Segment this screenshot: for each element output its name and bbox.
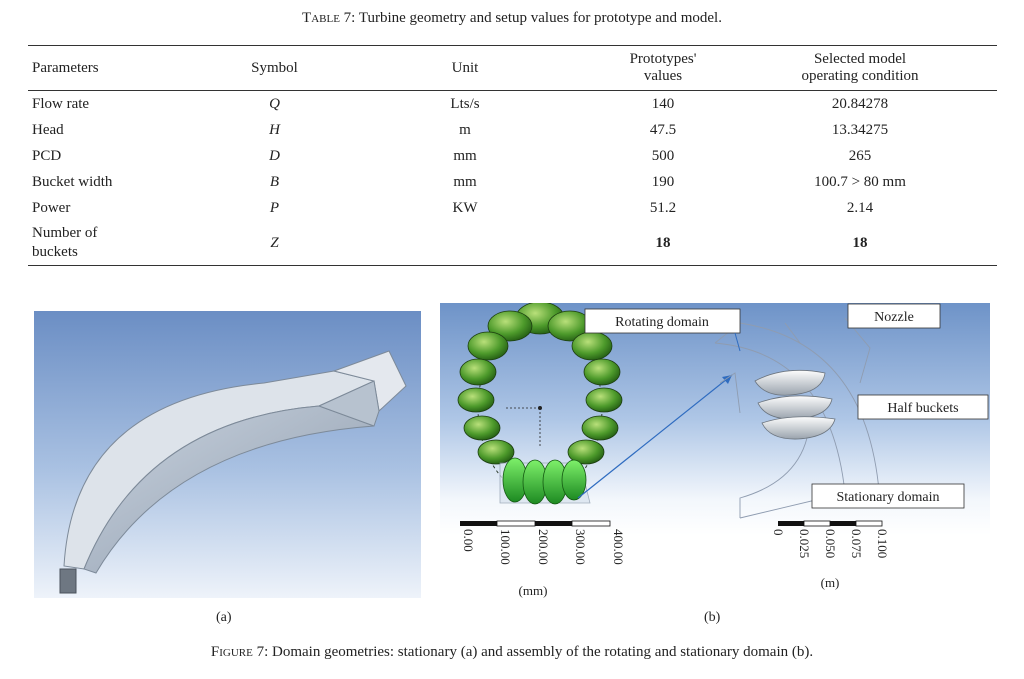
cell-symbol: Z xyxy=(222,221,327,266)
cell-model: 18 xyxy=(723,221,997,266)
label-half-buckets: Half buckets xyxy=(887,401,958,416)
scale-mm-unit: (mm) xyxy=(519,583,548,598)
cell-symbol: B xyxy=(269,173,280,190)
cell-unit xyxy=(327,221,603,266)
header-symbol: Symbol xyxy=(222,45,327,91)
header-unit: Unit xyxy=(327,45,603,91)
cell-model: 100.7 > 80 mm xyxy=(814,173,906,190)
parameters-table: Parameters Symbol Unit Prototypes' value… xyxy=(28,45,997,266)
cell-symbol: P xyxy=(269,199,280,216)
cell-parameter: Number of buckets xyxy=(28,221,222,266)
label-stationary-domain: Stationary domain xyxy=(836,490,939,505)
scale-m-tick: 0.025 xyxy=(797,529,812,558)
cell-prototype: 47.5 xyxy=(649,121,677,138)
cell-parameter-line1: Number of xyxy=(32,225,98,241)
figure-caption-text: Domain geometries: stationary (a) and as… xyxy=(272,644,814,660)
scale-bar-mm: 0.00 100.00 200.00 300.00 400.00 (mm) xyxy=(460,520,626,598)
cell-model: 2.14 xyxy=(846,199,874,216)
table-caption-text: Turbine geometry and setup values for pr… xyxy=(358,10,722,26)
scale-m-tick: 0.100 xyxy=(875,529,890,558)
cell-symbol: D xyxy=(269,147,280,164)
cell-prototype: 190 xyxy=(651,173,675,190)
header-model-condition: Selected model operating condition xyxy=(723,45,997,91)
callout-stationary-domain: Stationary domain xyxy=(811,483,965,509)
cell-parameter: Bucket width xyxy=(32,173,113,190)
header-parameters: Parameters xyxy=(28,45,222,91)
header-model-line2: operating condition xyxy=(801,68,919,84)
scale-mm-tick: 100.00 xyxy=(498,529,513,565)
header-prototype-line1: Prototypes' xyxy=(629,51,697,67)
table-row: Power P KW 51.2 2.14 xyxy=(28,195,997,221)
cell-model: 20.84278 xyxy=(831,95,889,112)
cell-parameter: Flow rate xyxy=(32,95,90,112)
table-row: Flow rate Q Lts/s 140 20.84278 xyxy=(28,91,997,118)
sublabel-b: (b) xyxy=(704,610,721,625)
cell-symbol: H xyxy=(269,121,280,138)
cell-prototype: 18 xyxy=(603,221,723,266)
cell-parameter: Power xyxy=(32,199,71,216)
scale-bar-m: 0 0.025 0.050 0.075 0.100 (m) xyxy=(771,520,890,590)
figure-panel-a xyxy=(34,311,421,598)
table-row: Number of buckets Z 18 18 xyxy=(28,221,997,266)
label-nozzle: Nozzle xyxy=(874,310,914,325)
cell-symbol: Q xyxy=(269,95,280,112)
figure-caption-label: Figure 7: xyxy=(210,644,269,660)
cell-unit: Lts/s xyxy=(450,95,480,112)
cell-parameter: PCD xyxy=(32,147,62,164)
scale-mm-tick: 300.00 xyxy=(573,529,588,565)
callout-nozzle: Nozzle xyxy=(847,303,941,329)
scale-m-tick: 0.075 xyxy=(849,529,864,558)
cell-unit: m xyxy=(459,121,471,138)
connector-arrowhead xyxy=(722,375,732,384)
sublabel-a: (a) xyxy=(216,610,232,625)
header-model-line1: Selected model xyxy=(813,51,907,67)
header-prototype-line2: values xyxy=(643,68,683,84)
pelton-runner xyxy=(457,303,623,505)
scale-mm-tick: 200.00 xyxy=(536,529,551,565)
label-rotating-domain: Rotating domain xyxy=(615,315,709,330)
scale-m-tick: 0.050 xyxy=(823,529,838,558)
scale-mm-tick: 0.00 xyxy=(461,529,476,552)
scale-m-unit: (m) xyxy=(821,575,840,590)
figure-caption: Figure 7: Domain geometries: stationary … xyxy=(0,644,1024,661)
table-caption-label: Table 7: xyxy=(302,10,356,26)
cell-parameter-line2: buckets xyxy=(32,244,78,260)
cell-unit: mm xyxy=(453,147,477,164)
connector-arrow xyxy=(577,374,733,499)
scale-m-tick: 0 xyxy=(771,529,786,536)
table-row: Head H m 47.5 13.34275 xyxy=(28,117,997,143)
cell-prototype: 140 xyxy=(651,95,675,112)
table-header-row: Parameters Symbol Unit Prototypes' value… xyxy=(28,45,997,91)
table-row: Bucket width B mm 190 100.7 > 80 mm xyxy=(28,169,997,195)
callout-half-buckets: Half buckets xyxy=(857,394,989,420)
cell-unit: KW xyxy=(452,199,478,216)
cell-prototype: 500 xyxy=(651,147,675,164)
callout-rotating-domain: Rotating domain xyxy=(584,308,741,352)
table-caption: Table 7: Turbine geometry and setup valu… xyxy=(0,10,1024,27)
cell-parameter: Head xyxy=(32,121,64,138)
cell-prototype: 51.2 xyxy=(649,199,677,216)
half-buckets xyxy=(754,369,836,440)
cell-model: 265 xyxy=(848,147,872,164)
cell-unit: mm xyxy=(453,173,477,190)
cell-model: 13.34275 xyxy=(831,121,889,138)
scale-mm-tick: 400.00 xyxy=(611,529,626,565)
header-prototype-values: Prototypes' values xyxy=(603,45,723,91)
stationary-domain-shape xyxy=(59,350,407,594)
table-row: PCD D mm 500 265 xyxy=(28,143,997,169)
figure-panel-b: Rotating domain Nozzle Half buckets Stat… xyxy=(440,303,990,598)
